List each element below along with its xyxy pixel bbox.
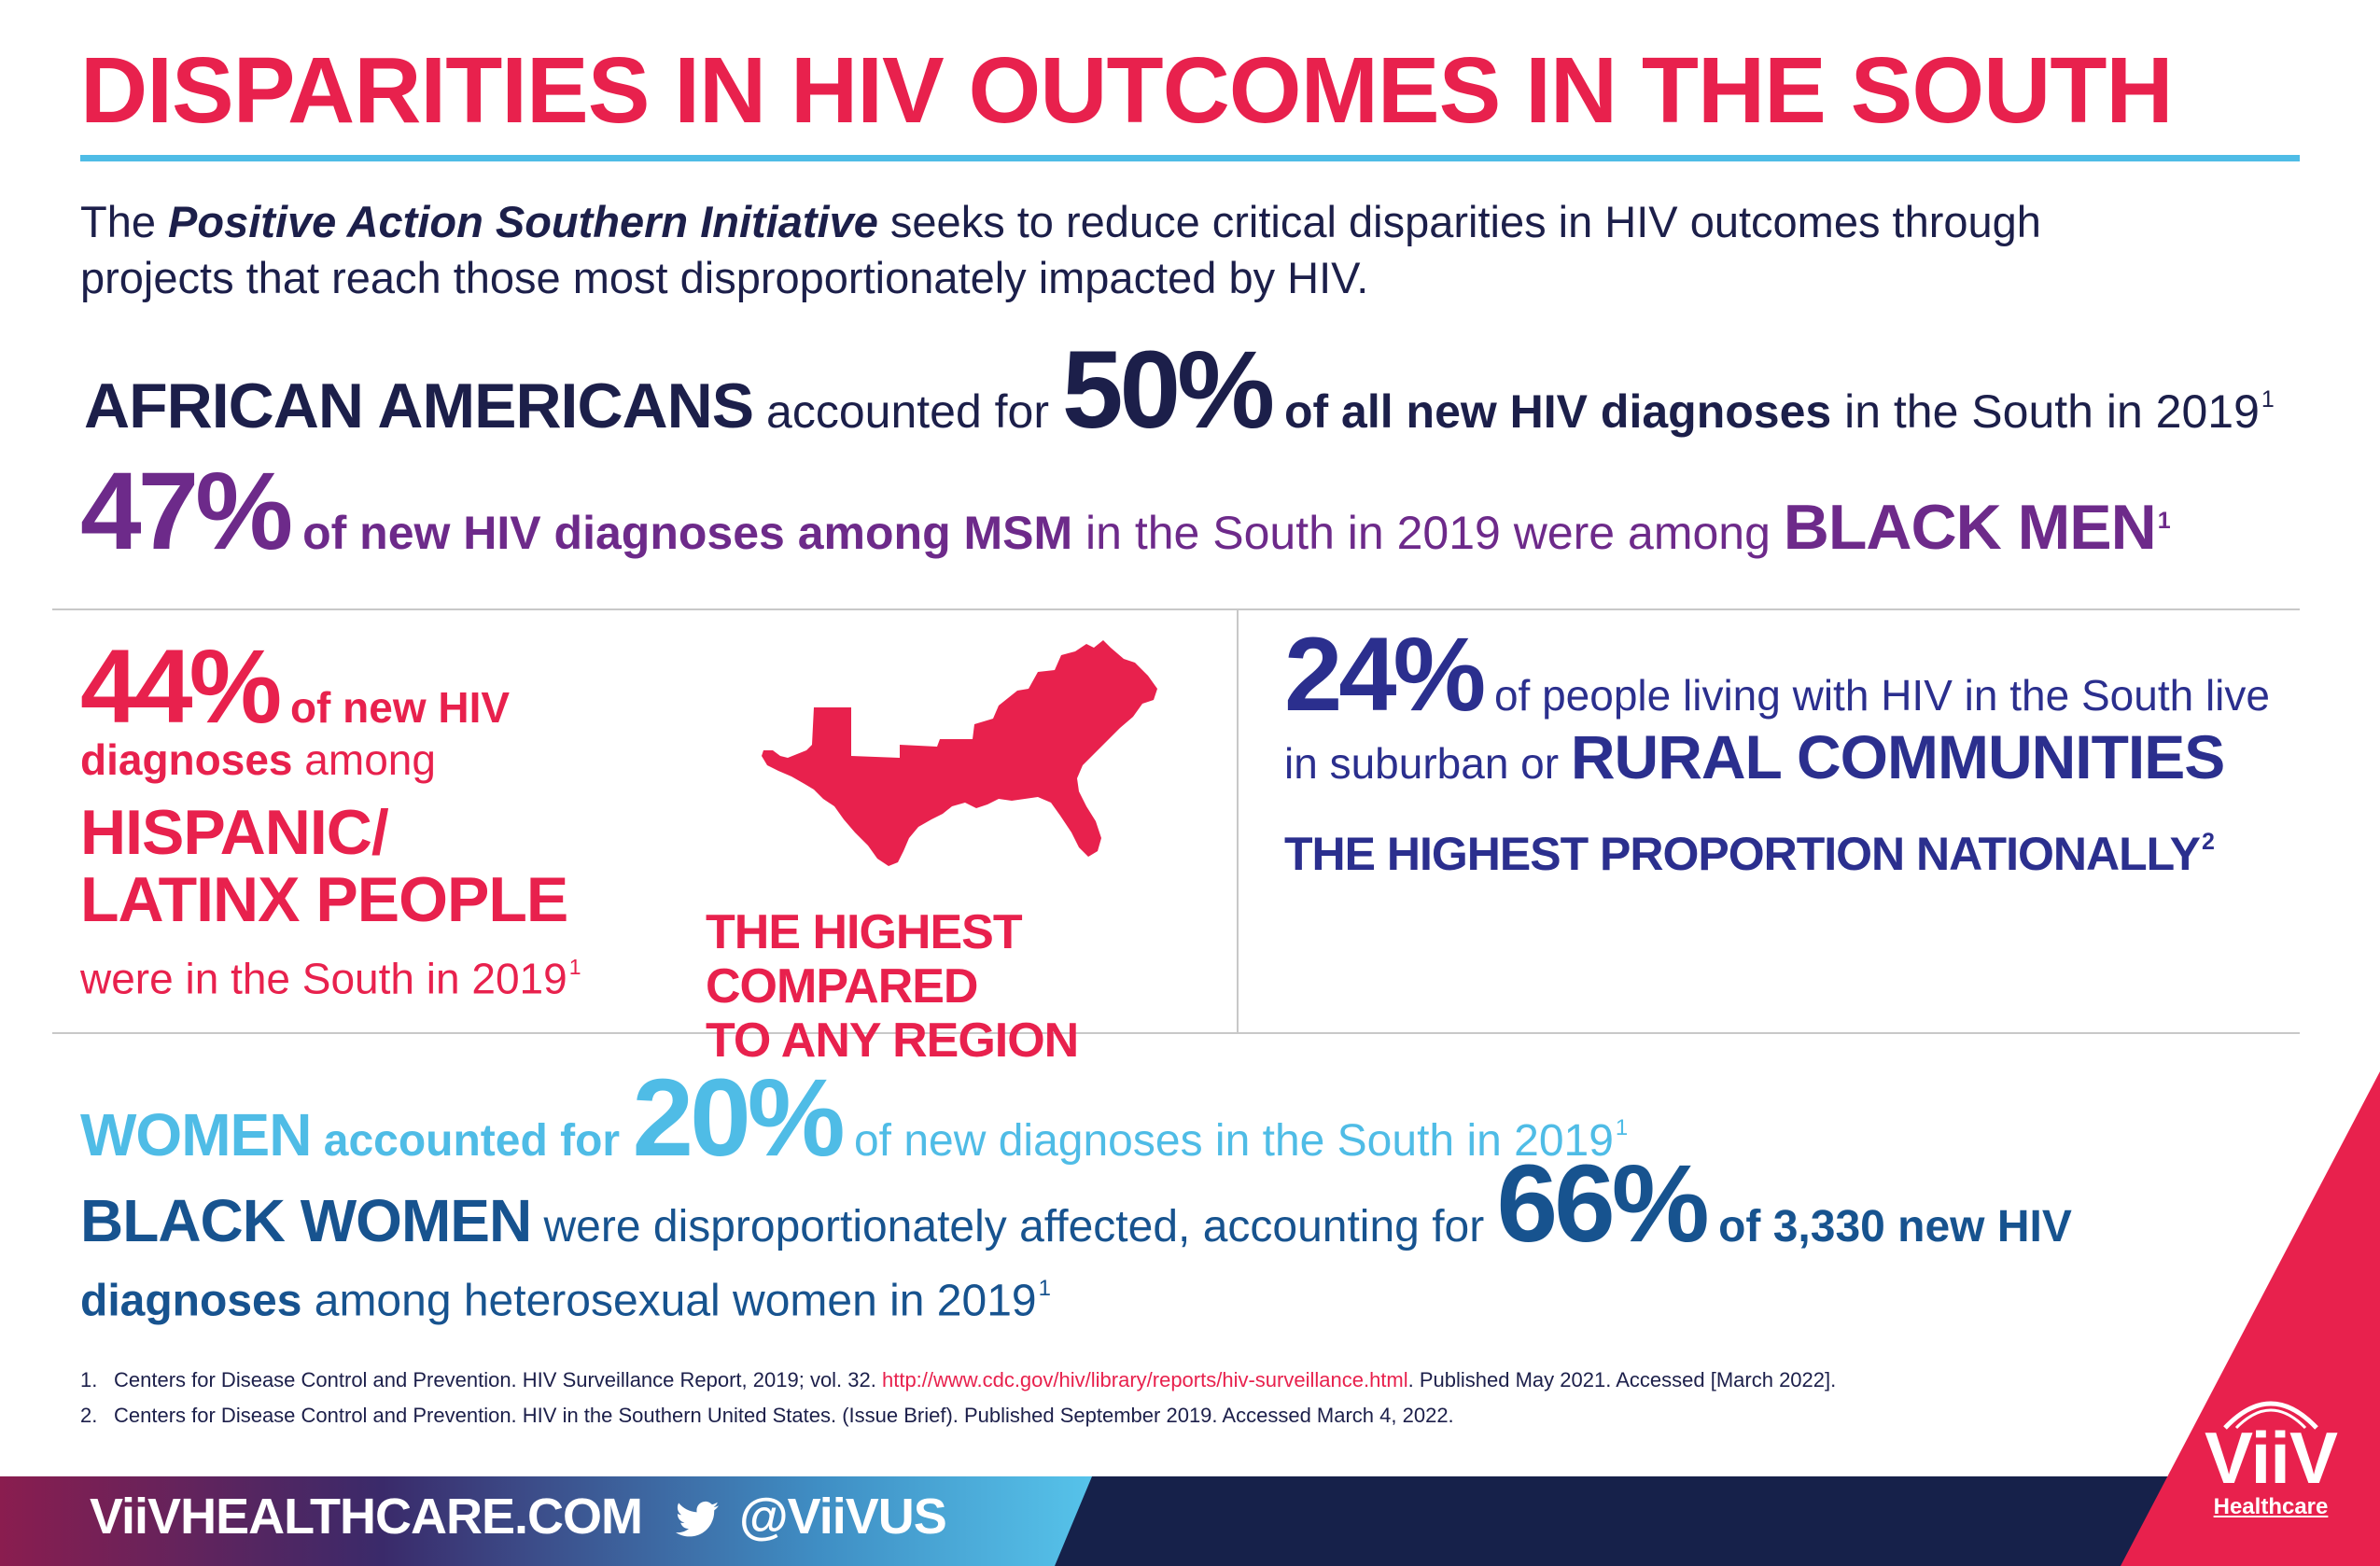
stat-black-men: 47% of new HIV diagnoses among MSM in th… [80, 448, 2171, 575]
group-black-women: BLACK WOMEN [80, 1187, 532, 1254]
references: 1. Centers for Disease Control and Preven… [80, 1363, 2227, 1433]
intro-post: seeks to reduce critical disparities in … [80, 197, 2041, 302]
logo-sub: Healthcare [2213, 1494, 2329, 1519]
hispanic-text-3: among [292, 735, 436, 784]
rural-text-1: of people living with HIV in the South l… [1284, 671, 2270, 788]
page-title: DISPARITIES IN HIV OUTCOMES IN THE SOUTH [80, 38, 2174, 143]
stat-hispanic: 44% of new HIV diagnoses among HISPANIC/… [80, 635, 752, 1005]
footer-bar [0, 1476, 2380, 1566]
footnote-marker: 2 [2201, 828, 2215, 855]
group-rural: RURAL COMMUNITIES [1570, 722, 2225, 791]
south-us-map [762, 640, 1157, 866]
bw-text-1: were disproportionately affected, accoun… [531, 1202, 1497, 1251]
msm-text-2: in the South in 2019 were among [1072, 507, 1784, 559]
group-hispanic-line2: LATINX PEOPLE [80, 864, 568, 935]
stat-women: WOMEN accounted for 20% of new diagnoses… [80, 1055, 1628, 1181]
logo-name: ViiV [2205, 1417, 2338, 1499]
footnote-marker: 1 [1615, 1115, 1629, 1141]
footnote-marker: 1 [2261, 385, 2275, 412]
reference-item: 2. Centers for Disease Control and Preven… [80, 1398, 2227, 1433]
intro-pre: The [80, 197, 169, 246]
msm-text-1: of new HIV diagnoses among MSM [289, 507, 1073, 559]
women-percentage: 20% [632, 1056, 845, 1180]
initiative-name: Positive Action Southern Initiative [168, 197, 878, 246]
bw-percentage: 66% [1496, 1142, 1710, 1265]
aa-percentage: 50% [1061, 329, 1275, 452]
women-text-1: accounted for [311, 1116, 633, 1166]
group-hispanic-line1: HISPANIC/ [80, 797, 389, 868]
rural-tag-text: THE HIGHEST PROPORTION NATIONALLY [1284, 828, 2201, 880]
hispanic-tag-line1: THE HIGHEST COMPARED [706, 905, 1023, 1014]
stat-african-americans: AFRICAN AMERICANS accounted for 50% of a… [84, 327, 2275, 454]
twitter-bird-icon [676, 1501, 719, 1537]
rural-tagline: THE HIGHEST PROPORTION NATIONALLY2 [1284, 827, 2215, 881]
footnote-marker: 1 [2157, 507, 2171, 534]
group-women: WOMEN [80, 1101, 312, 1168]
hispanic-text-1: of new HIV [278, 683, 511, 732]
hispanic-text-2: diagnoses [80, 735, 293, 784]
reference-text: Centers for Disease Control and Preventi… [114, 1404, 1454, 1427]
footnote-marker: 1 [1038, 1276, 1051, 1301]
aa-text-2: of all new HIV diagnoses [1271, 385, 1832, 438]
msm-percentage: 47% [80, 450, 293, 573]
group-black-men: BLACK MEN [1783, 492, 2157, 563]
website-link[interactable]: ViiVHEALTHCARE.COM [90, 1489, 643, 1545]
reference-text-post: . Published May 2021. Accessed [March 20… [1407, 1368, 1837, 1391]
bw-text-3: among heterosexual women in 2019 [301, 1276, 1037, 1326]
reference-number: 1. [80, 1368, 98, 1391]
stat-black-women: BLACK WOMEN were disproportionately affe… [80, 1149, 2227, 1333]
women-text-2: of new diagnoses in the South in 2019 [841, 1116, 1614, 1166]
reference-link[interactable]: http://www.cdc.gov/hiv/library/reports/h… [881, 1368, 1408, 1391]
twitter-handle[interactable]: @ViiVUS [739, 1489, 947, 1545]
reference-item: 1. Centers for Disease Control and Preven… [80, 1363, 2227, 1398]
hispanic-tagline: THE HIGHEST COMPARED TO ANY REGION [706, 905, 1228, 1068]
bw-text-2: of 3,330 new HIV diagnoses [80, 1202, 2072, 1326]
stat-rural: 24% of people living with HIV in the Sou… [1284, 622, 2292, 794]
footnote-marker: 1 [568, 955, 581, 979]
aa-text-1: accounted for [753, 385, 1062, 438]
aa-text-3: in the South in 2019 [1831, 385, 2260, 438]
reference-text: Centers for Disease Control and Preventi… [114, 1368, 882, 1391]
hispanic-text-4: were in the South in 2019 [80, 954, 567, 1003]
divider-top [52, 608, 2300, 610]
reference-number: 2. [80, 1404, 98, 1427]
group-african-americans: AFRICAN AMERICANS [84, 371, 754, 441]
divider-bottom [52, 1032, 2300, 1034]
rural-percentage: 24% [1284, 616, 1486, 733]
divider-vertical [1237, 608, 1239, 1032]
viiv-logo: ViiV Healthcare [2191, 1400, 2350, 1521]
hispanic-tag-line2: TO ANY REGION [706, 1014, 1079, 1068]
hispanic-percentage: 44% [80, 628, 282, 745]
intro-paragraph: The Positive Action Southern Initiative … [80, 194, 2134, 306]
title-underline [80, 155, 2300, 161]
